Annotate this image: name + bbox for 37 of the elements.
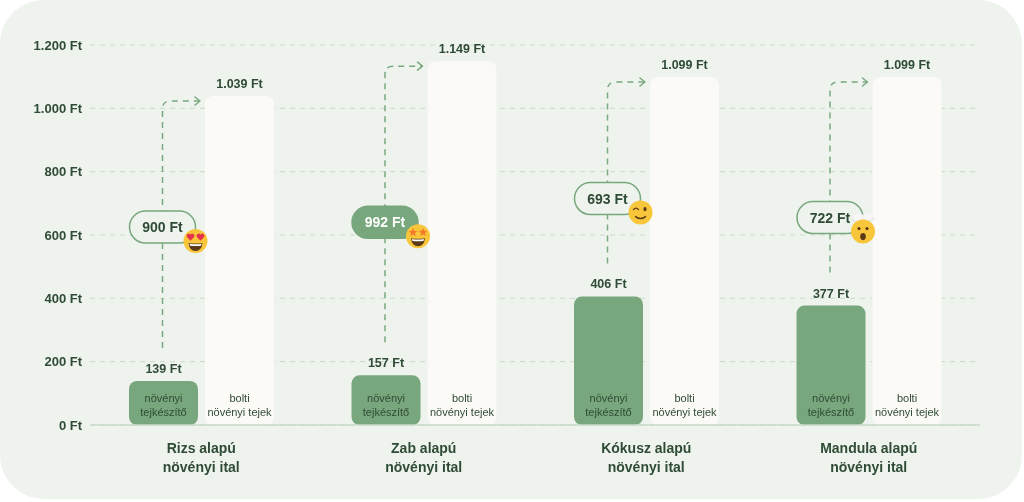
y-tick-label: 1.000 Ft (33, 100, 83, 116)
text: bolti növényi tejek (429, 392, 495, 418)
x-tick-label: Mandula alapú növényi ital (820, 440, 918, 475)
annotation: 693 Ft (587, 190, 629, 207)
y-tick-label: 800 Ft (44, 164, 83, 180)
annotation: 722 Ft (809, 209, 851, 226)
data-label: 377 Ft (812, 286, 850, 301)
bar (205, 95, 274, 425)
y-tick-label: 1.200 Ft (33, 37, 83, 53)
x-tick-label: Rizs alapú növényi ital (162, 440, 240, 475)
y-tick-label: 600 Ft (44, 227, 83, 243)
data-label: 1.149 Ft (438, 42, 487, 57)
data-label: 1.099 Ft (661, 57, 709, 72)
text: növényi tejkészítő (362, 392, 410, 418)
y-tick-label: 0 Ft (58, 417, 83, 433)
x-tick-label: Zab alapú növényi ital (385, 440, 463, 475)
x-tick-label: Kókusz alapú növényi ital (601, 440, 692, 475)
series-label: bolti növényi tejek (207, 392, 273, 418)
data-label: 1.099 Ft (883, 57, 932, 72)
text: bolti növényi tejek (652, 392, 717, 418)
data-label: 406 Ft (590, 277, 628, 292)
annotation: 900 Ft (142, 219, 184, 236)
text: növényi tejkészítő (585, 392, 632, 418)
y-tick-label: 200 Ft (44, 354, 83, 370)
series-label: növényi tejkészítő (140, 392, 187, 418)
data-label: 139 Ft (145, 361, 183, 376)
bar (574, 296, 643, 425)
bar (796, 305, 866, 425)
data-label: 1.039 Ft (216, 76, 264, 91)
y-tick-label: 400 Ft (44, 290, 83, 306)
text: bolti növényi tejek (874, 392, 940, 418)
bar (650, 76, 719, 425)
annotation: 992 Ft (364, 214, 406, 231)
bar (872, 76, 942, 425)
bar (427, 61, 497, 425)
text: növényi tejkészítő (807, 392, 855, 418)
data-label: 157 Ft (367, 356, 405, 371)
